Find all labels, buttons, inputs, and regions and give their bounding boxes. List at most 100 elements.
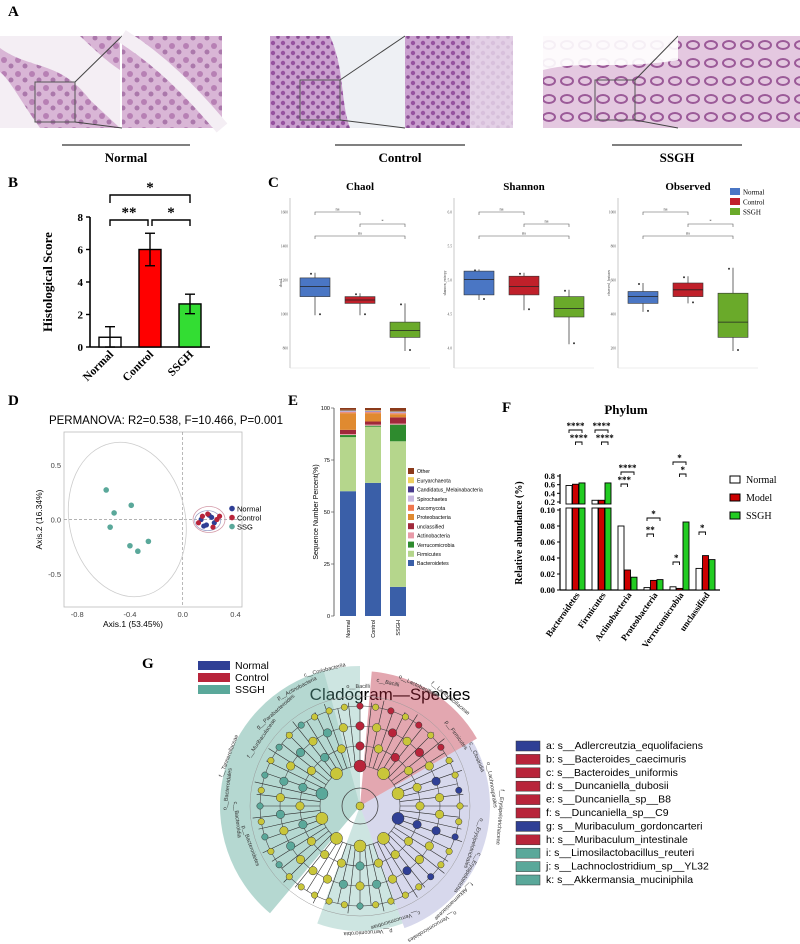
g-branch	[399, 794, 464, 802]
f-sig-bracket	[672, 461, 687, 465]
c-point	[519, 272, 521, 275]
c-subplot-chaol: Chaol 1600 1400 1200 1000 800 chao1 ns * ns	[279, 181, 430, 369]
f-ylabel: Relative abundance (%)	[514, 481, 525, 584]
panel-letter-c: C	[268, 175, 279, 191]
c-legend-swatch	[730, 208, 740, 215]
g-node	[308, 736, 318, 746]
f-sig-label: *	[700, 523, 705, 533]
g-title: Cladogram—Species	[310, 685, 471, 704]
g-species-label: d: s__Duncaniella_dubosii	[546, 780, 669, 792]
b-ytick-label: 6	[78, 245, 84, 257]
g-branch	[368, 844, 385, 912]
e-legend-swatch	[408, 486, 414, 493]
g-branch	[395, 760, 454, 789]
g-node	[372, 723, 382, 733]
b-category-label: Control	[121, 349, 156, 384]
e-segment-firmicutes	[390, 441, 406, 587]
g-species-label: f: s__Duncaniella_sp__C9	[546, 807, 669, 819]
g-node	[401, 891, 409, 899]
e-legend-swatch	[408, 560, 414, 566]
group-label-control: Control	[378, 150, 421, 165]
c-ytick-label: 800	[283, 347, 289, 351]
g-node	[431, 776, 441, 786]
g-node	[412, 820, 422, 829]
d-point-control	[205, 511, 211, 517]
e-legend-swatch	[408, 468, 414, 474]
e-legend: Other Euryarchaeota Candidatus_Melainabact…	[408, 468, 483, 567]
g-species-label: k: s__Akkermansia_muciniphila	[546, 874, 693, 886]
d-point-control	[199, 513, 206, 519]
c-sig-bracket	[642, 235, 734, 239]
c-point	[409, 349, 411, 351]
g-branch	[271, 827, 327, 862]
g-node	[377, 832, 390, 845]
g-branch	[388, 732, 434, 778]
g-node	[377, 767, 390, 780]
b-ytick-label: 4	[78, 277, 84, 289]
c-box	[508, 275, 540, 296]
d-point-ssg	[107, 524, 113, 530]
f-bar	[572, 483, 579, 505]
g-species-swatch	[515, 847, 541, 859]
g-node	[451, 771, 459, 779]
e-segment-bacteroidetes	[340, 491, 356, 616]
g-species-swatch	[515, 754, 541, 765]
g-node	[279, 826, 289, 836]
e-legend-label: Euryarchaeota	[417, 478, 451, 484]
g-clade-ssgh	[323, 666, 360, 806]
b-category-label: Normal	[81, 349, 116, 384]
e-segment-euryarchaeota	[390, 410, 406, 412]
c-sig-label: *	[709, 219, 712, 224]
f-bar	[591, 507, 599, 591]
c-point	[474, 269, 476, 272]
normal-zoom-box	[34, 81, 76, 123]
d-xtick-label: -0.8	[71, 610, 84, 619]
e-segment-unclassified	[365, 421, 381, 425]
panel-letter-e: E	[288, 393, 299, 409]
f-bar	[695, 567, 703, 591]
d-xlabel: Axis.1 (53.45%)	[103, 619, 163, 629]
g-node	[390, 850, 400, 859]
g-branch	[381, 839, 418, 898]
g-node	[257, 818, 265, 826]
c-sig-label: *	[381, 219, 384, 224]
g-node	[275, 743, 283, 751]
g-node	[372, 703, 380, 711]
c-sig-bracket	[523, 223, 570, 227]
g-node	[330, 832, 343, 845]
g-ring-label: o__Bacteroidales	[222, 767, 233, 810]
g-node	[296, 748, 305, 757]
g-branch	[398, 814, 462, 830]
g-legend-label: Control	[235, 672, 269, 684]
e-segment-firmicutes	[365, 426, 381, 483]
e-legend-swatch	[408, 514, 414, 520]
phylum-stacked-bar: 100 75 50 25 0 Sequence Number Percent(%) Norm…	[313, 406, 483, 638]
c-ytick-label: 1200	[281, 279, 288, 283]
c-point	[728, 267, 730, 270]
e-segment-proteobacteria	[390, 414, 406, 418]
f-legend: Normal Model SSGH	[729, 475, 777, 522]
g-branch	[306, 839, 339, 891]
e-legend-swatch	[408, 550, 414, 557]
panel-a: A	[0, 0, 800, 168]
c-point	[638, 283, 640, 285]
d-point-ssg	[111, 510, 117, 516]
e-legend-label: Other	[417, 469, 430, 475]
d-legend-label: Normal	[237, 504, 262, 513]
g-node	[388, 728, 397, 738]
c-point	[364, 313, 366, 316]
c-subplot-observed: Observed 1000 800 600 400 200 observed_feature…	[607, 181, 758, 369]
c-ytick-label: 4.0	[448, 347, 453, 351]
g-branch	[347, 845, 356, 914]
g-legend-label: SSGH	[235, 684, 265, 696]
f-bar	[682, 521, 690, 591]
g-species-swatch	[515, 821, 541, 832]
g-branch	[266, 760, 325, 789]
f-ytick-label: 0.2	[544, 497, 555, 507]
e-segment-firmicutes	[340, 437, 356, 492]
g-node	[372, 879, 382, 889]
g-node	[337, 858, 346, 868]
e-segment-unclassified	[340, 429, 356, 434]
g-node	[424, 841, 434, 851]
g-node	[456, 802, 464, 810]
